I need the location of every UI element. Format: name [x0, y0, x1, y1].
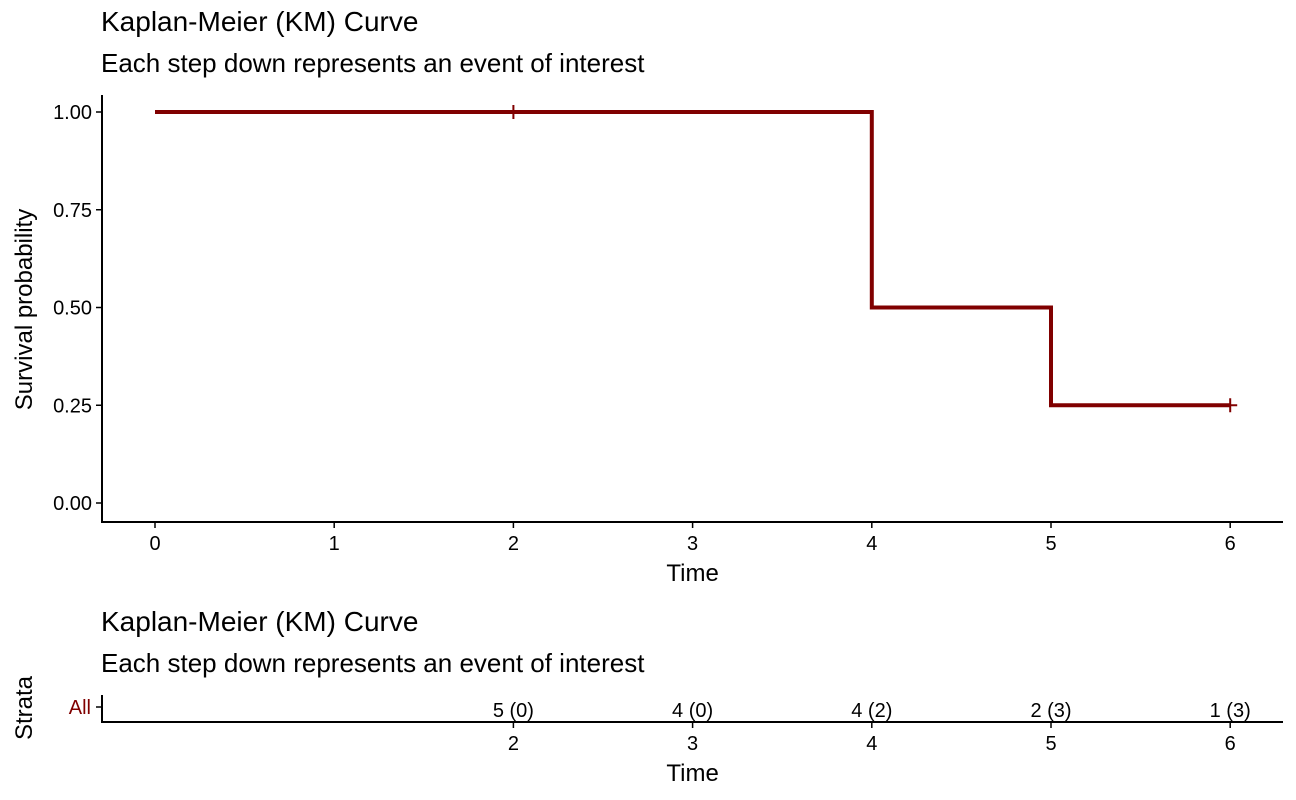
risk-count-label: 4 (0) — [672, 700, 713, 722]
risk-x-tick-label: 6 — [1225, 733, 1236, 755]
y-tick-label: 0.25 — [53, 395, 92, 417]
x-tick-label: 5 — [1045, 533, 1056, 555]
x-tick-label: 2 — [508, 533, 519, 555]
y-tick-label: 1.00 — [53, 102, 92, 124]
censor-mark — [506, 105, 521, 119]
y-tick-label: 0.50 — [53, 298, 92, 320]
y-axis-title: Survival probability — [11, 209, 38, 410]
chart-subtitle: Each step down represents an event of in… — [101, 48, 645, 78]
risk-x-tick-label: 2 — [508, 733, 519, 755]
y-tick-label: 0.00 — [53, 493, 92, 515]
x-axis-title: Time — [666, 560, 718, 587]
strata-label: All — [69, 697, 91, 719]
x-tick-label: 4 — [866, 533, 877, 555]
risk-count-label: 2 (3) — [1030, 700, 1071, 722]
x-tick-label: 1 — [329, 533, 340, 555]
risk-table-subtitle: Each step down represents an event of in… — [101, 648, 645, 678]
x-tick-label: 6 — [1225, 533, 1236, 555]
risk-y-axis-title: Strata — [11, 675, 38, 740]
x-tick-label: 3 — [687, 533, 698, 555]
y-tick-label: 0.75 — [53, 200, 92, 222]
risk-x-tick-label: 4 — [866, 733, 877, 755]
censor-mark — [1223, 398, 1238, 413]
risk-table-title: Kaplan-Meier (KM) Curve — [101, 606, 419, 637]
survival-curve — [155, 110, 1231, 408]
survival-plot: 0.00 0.25 0.50 0.75 1.00 0 1 2 3 4 5 6 Time Survival … — [11, 95, 1283, 587]
risk-x-axis-title: Time — [666, 760, 718, 787]
risk-table: All Strata 5 (0) 2 4 (0) 3 4 (2) 4 2 (3) 5 1 (3) 6 T… — [11, 675, 1283, 787]
risk-count-label: 4 (2) — [851, 700, 892, 722]
risk-count-label: 5 (0) — [493, 700, 534, 722]
risk-count-label: 1 (3) — [1210, 700, 1251, 722]
chart-title: Kaplan-Meier (KM) Curve — [101, 6, 419, 37]
x-tick-label: 0 — [149, 533, 160, 555]
risk-x-tick-label: 3 — [687, 733, 698, 755]
risk-x-tick-label: 5 — [1045, 733, 1056, 755]
